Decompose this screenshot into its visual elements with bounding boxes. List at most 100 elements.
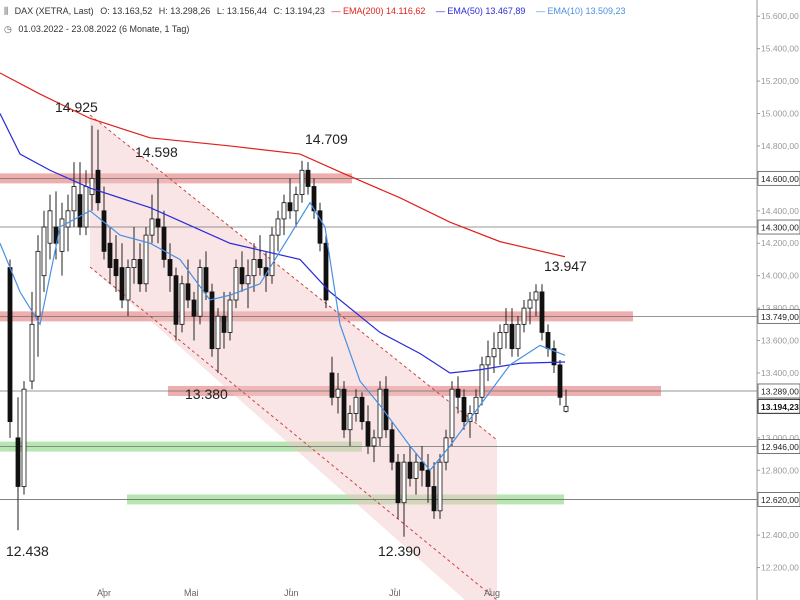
candle-body — [22, 389, 26, 486]
candle-body — [372, 438, 376, 446]
candle-body — [546, 332, 550, 348]
candle-body — [138, 259, 142, 283]
candle-body — [324, 243, 328, 300]
candle-body — [390, 430, 394, 462]
candle-body — [84, 186, 88, 227]
y-axis: 12.200,0012.400,0012.600,0012.800,0013.0… — [757, 11, 800, 572]
price-label-text: 14.300,00 — [761, 223, 799, 233]
candle-body — [66, 211, 70, 227]
candle-body — [462, 397, 466, 421]
x-tick-label: Jul — [389, 588, 401, 598]
candle-body — [330, 373, 334, 397]
candle-body — [384, 389, 388, 430]
candle-body — [192, 300, 196, 316]
candle-body — [282, 203, 286, 219]
price-annotation: 12.438 — [6, 543, 49, 559]
y-tick-label: 15.400,00 — [761, 44, 799, 54]
candle-body — [120, 268, 124, 300]
price-label-text: 13.289,00 — [761, 386, 799, 396]
candle-body — [534, 292, 538, 300]
candle-body — [276, 219, 280, 235]
open-value: O: 13.163,52 — [100, 6, 152, 16]
candle-body — [102, 211, 106, 252]
x-tick-label: Apr — [97, 588, 111, 598]
candle-body — [150, 219, 154, 235]
candle-body — [294, 195, 298, 211]
x-axis: Apr Mai Jun Jul Aug — [97, 588, 500, 598]
candle-body — [60, 219, 64, 251]
candle-body — [456, 389, 460, 397]
candlestick-icon: ⫼ — [4, 6, 8, 16]
candle-body — [420, 462, 424, 470]
candle-body — [270, 235, 274, 276]
high-value: H: 13.298,26 — [159, 6, 211, 16]
candle-body — [126, 268, 130, 300]
trend-channel — [90, 115, 497, 600]
candle-body — [564, 406, 568, 411]
candle-body — [168, 259, 172, 275]
candle-body — [360, 397, 364, 421]
chart-header-line1: ⫼ DAX (XETRA, Last) O: 13.163,52 H: 13.2… — [4, 6, 634, 17]
candle-body — [72, 186, 76, 210]
ema50-legend: — EMA(50) 13.467,89 — [436, 6, 530, 16]
candle-body — [540, 292, 544, 333]
candle-body — [348, 414, 352, 430]
y-tick-label: 12.400,00 — [761, 530, 799, 540]
candle-body — [186, 284, 190, 300]
candle-body — [426, 470, 430, 486]
y-tick-label: 15.000,00 — [761, 109, 799, 119]
candle-body — [198, 268, 202, 317]
date-range: 01.03.2022 - 23.08.2022 (6 Monate, 1 Tag… — [18, 24, 189, 34]
price-label-text: 12.620,00 — [761, 495, 799, 505]
x-tick-label: Aug — [484, 588, 500, 598]
close-value: C: 13.194,23 — [273, 6, 325, 16]
candle-body — [252, 259, 256, 275]
candle-body — [204, 268, 208, 292]
chart-header-line2: ◷ 01.03.2022 - 23.08.2022 (6 Monate, 1 T… — [4, 24, 193, 35]
price-annotation: 13.380 — [185, 386, 228, 402]
candle-body — [342, 389, 346, 430]
candle-body — [504, 324, 508, 332]
price-label-text: 14.600,00 — [761, 174, 799, 184]
candle-body — [174, 276, 178, 325]
y-tick-label: 15.200,00 — [761, 76, 799, 86]
current-price-label: 13.194,23 — [761, 402, 799, 412]
symbol-label: DAX (XETRA, Last) — [15, 6, 94, 16]
candle-body — [16, 438, 20, 487]
candle-body — [30, 324, 34, 381]
candle-body — [396, 462, 400, 503]
price-annotation: 14.925 — [55, 99, 98, 115]
y-tick-label: 12.800,00 — [761, 465, 799, 475]
y-tick-label: 14.400,00 — [761, 206, 799, 216]
y-tick-label: 14.800,00 — [761, 141, 799, 151]
candle-body — [246, 276, 250, 284]
y-tick-label: 12.200,00 — [761, 563, 799, 573]
candle-body — [114, 259, 118, 275]
price-annotation: 13.947 — [544, 258, 587, 274]
y-tick-label: 14.000,00 — [761, 271, 799, 281]
x-tick-label: Jun — [284, 588, 299, 598]
candle-body — [234, 268, 238, 300]
candle-body — [108, 243, 112, 267]
candle-body — [558, 365, 562, 397]
candle-body — [78, 195, 82, 227]
candle-body — [36, 251, 40, 316]
candle-body — [498, 332, 502, 348]
candle-body — [402, 462, 406, 503]
candle-body — [288, 203, 292, 211]
candle-body — [516, 324, 520, 348]
candle-body — [132, 259, 136, 267]
candle-body — [216, 316, 220, 348]
candle-body — [486, 357, 490, 365]
candle-body — [48, 211, 52, 243]
candle-body — [528, 300, 532, 308]
y-tick-label: 15.600,00 — [761, 11, 799, 21]
candle-body — [156, 219, 160, 227]
candle-body — [450, 389, 454, 438]
y-tick-label: 13.400,00 — [761, 368, 799, 378]
candle-body — [258, 259, 262, 267]
candle-body — [42, 227, 46, 276]
clock-icon: ◷ — [4, 24, 12, 34]
price-annotation: 12.390 — [378, 543, 421, 559]
